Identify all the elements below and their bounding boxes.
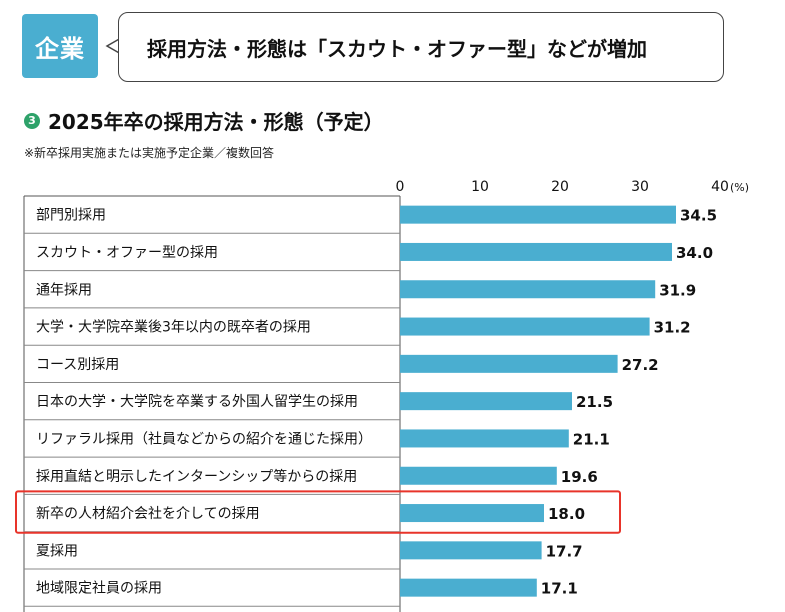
value-label: 34.5 [680, 207, 717, 225]
x-tick-label: 30 [631, 179, 649, 195]
bar [400, 280, 656, 299]
bubble-tail [105, 37, 122, 55]
chart-heading: 3 2025年卒の採用方法・形態（予定） [24, 106, 384, 135]
chart-note: ※新卒採用実施または実施予定企業／複数回答 [24, 146, 275, 160]
value-label: 27.2 [622, 356, 659, 374]
value-label: 17.7 [546, 542, 583, 560]
bar [400, 354, 618, 373]
category-label: コース別採用 [36, 357, 119, 373]
x-tick-label: 20 [551, 179, 569, 195]
category-label: 夏採用 [36, 543, 78, 559]
category-label: スカウト・オファー型の採用 [36, 245, 218, 261]
category-label: 部門別採用 [36, 208, 106, 224]
bar [400, 578, 537, 597]
value-label: 19.6 [561, 468, 598, 486]
x-tick-label: 0 [396, 179, 405, 195]
section-number-badge: 3 [24, 112, 40, 129]
value-label: 31.2 [654, 319, 691, 337]
category-label: 通年採用 [36, 282, 92, 298]
value-label: 31.9 [659, 281, 696, 299]
category-label: 日本の大学・大学院を卒業する外国人留学生の採用 [36, 394, 358, 410]
bar [400, 466, 557, 485]
bar [400, 317, 650, 336]
category-label: 大学・大学院卒業後3年以内の既卒者の採用 [36, 320, 311, 336]
bar [400, 205, 676, 224]
category-tag: 企業 [22, 14, 98, 78]
category-label: 地域限定社員の採用 [36, 581, 162, 597]
x-tick-label: 10 [471, 179, 489, 195]
bar [400, 429, 569, 448]
category-tag-label: 企業 [35, 34, 85, 63]
x-axis-unit: (%) [730, 181, 749, 194]
value-label: 34.0 [676, 244, 713, 262]
category-label: 採用直結と明示したインターンシップ等からの採用 [36, 468, 357, 485]
highlight-box [15, 490, 621, 534]
value-label: 18.0 [548, 505, 585, 523]
bar [400, 392, 572, 411]
value-label: 21.1 [573, 430, 610, 448]
bar [400, 504, 544, 523]
category-label: リファラル採用（社員などからの紹介を通じた採用） [36, 431, 372, 447]
value-label: 17.1 [541, 580, 578, 598]
x-tick-label: 40 [711, 179, 729, 195]
category-label: 新卒の人材紹介会社を介しての採用 [36, 506, 260, 522]
bar [400, 242, 672, 261]
value-label: 21.5 [576, 393, 613, 411]
bar [400, 541, 542, 560]
headline-bubble: 採用方法・形態は「スカウト・オファー型」などが増加 [118, 12, 724, 82]
chart-title: 2025年卒の採用方法・形態（予定） [48, 110, 384, 134]
headline-text: 採用方法・形態は「スカウト・オファー型」などが増加 [147, 36, 647, 61]
